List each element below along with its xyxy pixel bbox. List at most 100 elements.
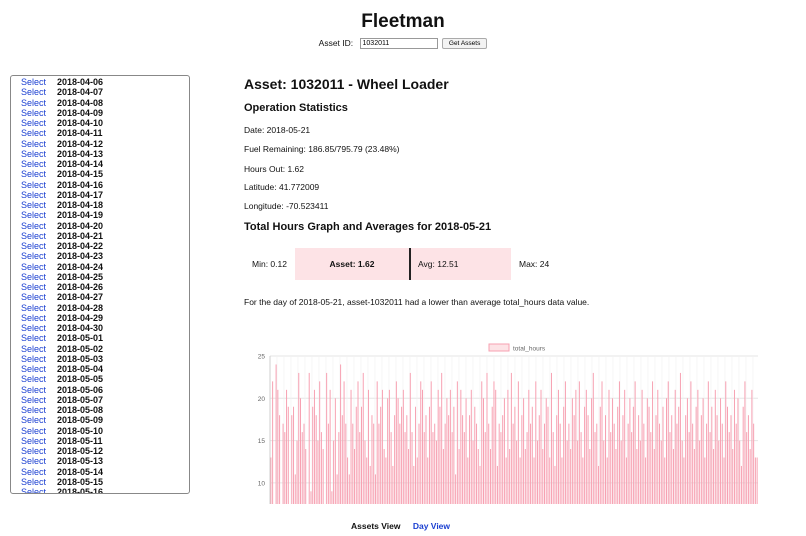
day-view-link[interactable]: Day View [412, 521, 451, 531]
total-hours-bar [422, 389, 423, 504]
select-date-link[interactable]: Select [21, 230, 47, 241]
total-hours-bar [298, 372, 300, 504]
select-date-link[interactable]: Select [21, 343, 47, 354]
select-date-link[interactable]: Select [21, 456, 47, 467]
total-hours-bar [397, 398, 399, 504]
select-date-link[interactable]: Select [21, 159, 47, 169]
select-date-link[interactable]: Select [21, 302, 47, 313]
select-date-link[interactable]: Select [21, 353, 47, 364]
select-date-link[interactable]: Select [21, 292, 47, 303]
comparison-range-fill [295, 248, 511, 280]
total-hours-bar [284, 432, 286, 504]
select-date-link[interactable]: Select [21, 312, 47, 323]
total-hours-bar [735, 423, 737, 504]
date-list-item: Select 2018-05-15 [11, 477, 189, 487]
total-hours-bar [725, 381, 727, 504]
total-hours-bar [406, 415, 408, 504]
select-date-link[interactable]: Select [21, 148, 47, 159]
select-date-link[interactable]: Select [21, 87, 47, 98]
select-date-link[interactable]: Select [21, 446, 47, 456]
get-assets-button[interactable]: Get Assets [441, 38, 488, 50]
total-hours-bar [469, 415, 471, 504]
select-date-link[interactable]: Select [21, 487, 47, 494]
date-label: 2018-04-23 [57, 251, 104, 262]
select-date-link[interactable]: Select [21, 77, 47, 87]
total-hours-bar [697, 389, 699, 504]
select-date-link[interactable]: Select [21, 241, 47, 251]
select-date-link[interactable]: Select [21, 261, 47, 272]
total-hours-bar [275, 364, 277, 504]
select-date-link[interactable]: Select [21, 476, 47, 487]
select-date-link[interactable]: Select [21, 118, 47, 128]
total-hours-bar [425, 415, 427, 504]
total-hours-bar [707, 381, 709, 504]
select-date-link[interactable]: Select [21, 107, 47, 118]
total-hours-bar [596, 423, 598, 504]
total-hours-bar [538, 415, 540, 504]
select-date-link[interactable]: Select [21, 138, 47, 149]
total-hours-bar [334, 398, 336, 504]
select-date-link[interactable]: Select [21, 425, 47, 436]
total-hours-bar [453, 406, 455, 504]
select-date-link[interactable]: Select [21, 169, 47, 180]
total-hours-bar [376, 381, 378, 504]
select-date-link[interactable]: Select [21, 282, 47, 292]
stat-latitude: Latitude: 41.772009 [244, 182, 320, 192]
date-label: 2018-05-05 [57, 374, 104, 385]
total-hours-bar [420, 381, 422, 504]
select-date-link[interactable]: Select [21, 200, 47, 210]
total-hours-bar [709, 432, 711, 504]
select-date-link[interactable]: Select [21, 179, 47, 190]
total-hours-bar [563, 406, 565, 504]
date-label: 2018-04-22 [57, 241, 104, 251]
select-date-link[interactable]: Select [21, 189, 47, 200]
total-hours-bar [374, 474, 376, 504]
date-label: 2018-05-14 [57, 466, 104, 477]
select-date-link[interactable]: Select [21, 271, 47, 282]
total-hours-bar [620, 440, 622, 504]
total-hours-bar [659, 423, 661, 504]
select-date-link[interactable]: Select [21, 415, 47, 426]
date-label: 2018-04-19 [57, 210, 104, 221]
date-label: 2018-04-08 [57, 97, 104, 108]
select-date-link[interactable]: Select [21, 220, 47, 231]
total-hours-bar [359, 432, 361, 504]
select-date-link[interactable]: Select [21, 364, 47, 374]
total-hours-bar [282, 423, 284, 504]
date-list-item: Select 2018-05-11 [11, 436, 189, 446]
total-hours-bar [401, 406, 403, 504]
total-hours-bar [373, 423, 375, 504]
total-hours-bar [679, 372, 681, 504]
total-hours-bar [592, 372, 594, 504]
select-date-link[interactable]: Select [21, 435, 47, 446]
date-list-item: Select 2018-05-04 [11, 364, 189, 374]
select-date-link[interactable]: Select [21, 466, 47, 477]
total-hours-bar [326, 372, 328, 504]
select-date-link[interactable]: Select [21, 323, 47, 333]
select-date-link[interactable]: Select [21, 333, 47, 344]
total-hours-bar [594, 432, 596, 504]
select-date-link[interactable]: Select [21, 394, 47, 405]
total-hours-bar [369, 465, 371, 504]
assets-view-link[interactable]: Assets View [351, 521, 401, 531]
select-date-link[interactable]: Select [21, 374, 47, 385]
select-date-link[interactable]: Select [21, 210, 47, 221]
total-hours-bar [643, 423, 645, 504]
date-list-item: Select 2018-05-10 [11, 426, 189, 436]
date-list[interactable]: Select 2018-04-06 Select 2018-04-07 Select 20… [10, 75, 190, 494]
select-date-link[interactable]: Select [21, 405, 47, 415]
select-date-link[interactable]: Select [21, 251, 47, 262]
total-hours-bar [655, 415, 657, 504]
total-hours-bar [627, 423, 629, 504]
total-hours-bar [308, 372, 310, 504]
total-hours-bar [322, 449, 324, 504]
total-hours-bar [547, 406, 549, 504]
select-date-link[interactable]: Select [21, 384, 47, 395]
total-hours-bar [721, 423, 723, 504]
total-hours-bar [531, 406, 533, 504]
total-hours-bar [355, 406, 357, 504]
select-date-link[interactable]: Select [21, 97, 47, 108]
select-date-link[interactable]: Select [21, 128, 47, 139]
asset-id-input[interactable] [359, 38, 438, 50]
hours-comparison-bar: Min: 0.12 Asset: 1.62 Avg: 12.51 Max: 24 [244, 248, 564, 280]
